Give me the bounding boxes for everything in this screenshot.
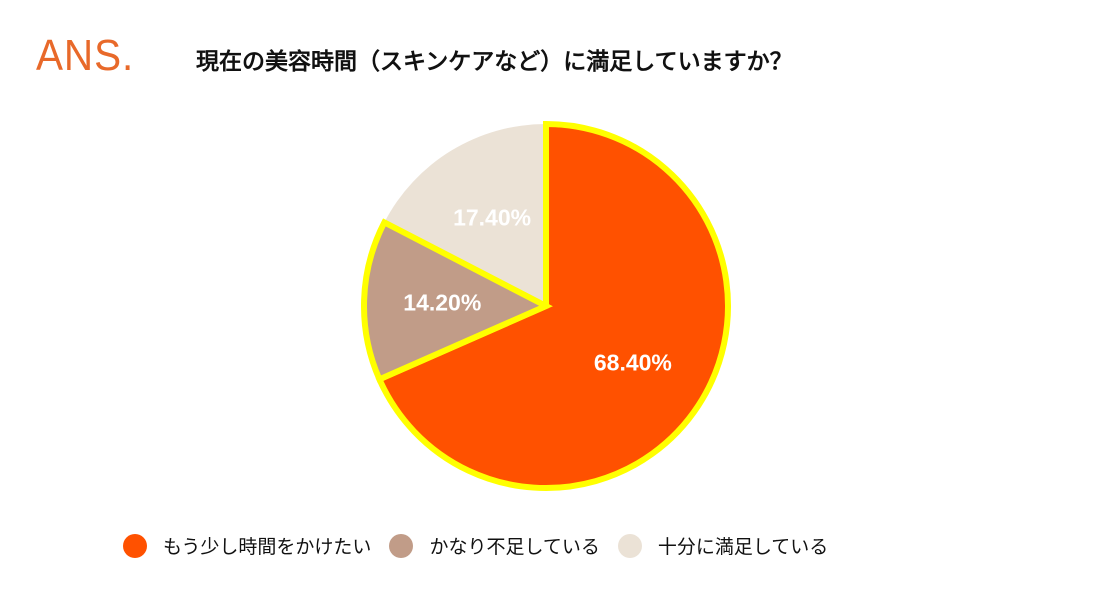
pie-label-more-time: 68.40% [594,350,672,376]
legend-item-more-time: もう少し時間をかけたい [123,532,371,559]
pie-label-satisfied: 17.40% [453,204,531,230]
legend-swatch-satisfied [617,533,642,558]
legend-swatch-very-insufficient [389,533,414,558]
legend-item-satisfied: 十分に満足している [617,532,829,559]
legend-item-very-insufficient: かなり不足している [389,532,600,559]
legend-label-very-insufficient: かなり不足している [429,536,600,558]
legend-label-satisfied: 十分に満足している [657,536,829,558]
legend-swatch-more-time [123,533,147,558]
chart-title: 現在の美容時間（スキンケアなど）に満足していますか？ [196,49,793,75]
chart-legend: もう少し時間をかけたい かなり不足している 十分に満足している [123,532,846,559]
pie-slice-satisfied [384,124,546,306]
pie-slice-more-time [375,120,731,491]
pie-slice-very-insufficient [361,218,553,384]
legend-label-more-time: もう少し時間をかけたい [163,536,372,558]
brand-logo: ANS. [36,31,135,80]
pie-label-very-insufficient: 14.20% [403,290,481,316]
